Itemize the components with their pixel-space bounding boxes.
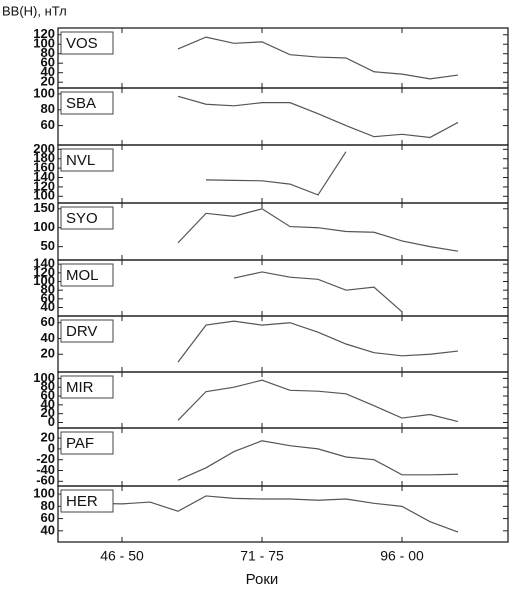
station-box [60,148,114,172]
y-tick-label: 40 [41,64,55,79]
station-box [60,263,114,287]
y-tick-label: 50 [41,238,55,253]
y-tick-label: 100 [33,219,55,234]
station-box [60,91,114,115]
y-tick-label: 200 [33,141,55,156]
y-tick-label: 60 [41,314,55,329]
x-tick-label: 96 - 00 [380,548,424,564]
y-tick-label: 120 [33,26,55,41]
station-label: SBA [66,95,96,112]
station-box [60,431,114,455]
y-tick-label: 0 [48,440,55,455]
y-tick-label: 150 [33,200,55,215]
y-tick-label: -20 [36,451,55,466]
y-tick-label: 80 [41,101,55,116]
data-line [177,208,459,252]
station-box [60,31,114,55]
panel-frame [57,315,509,373]
panel-frame [57,202,509,261]
y-axis-title: BB(H), нТл [2,3,67,18]
y-tick-label: 100 [33,486,55,501]
y-tick-label: 100 [33,85,55,100]
y-tick-label: 160 [33,160,55,175]
station-box [60,206,114,230]
station-label: MOL [66,267,99,284]
panel-frame [57,427,509,487]
panel-frame [57,371,509,429]
y-tick-label: 60 [41,117,55,132]
panel-frame [57,144,509,204]
y-tick-label: 100 [33,188,55,203]
y-tick-label: 80 [41,498,55,513]
y-tick-label: 100 [33,370,55,385]
station-label: DRV [66,323,97,340]
station-box [60,375,114,399]
y-tick-label: -60 [36,473,55,488]
station-box [60,319,114,343]
panel-frame [57,87,509,146]
data-line [177,95,459,139]
y-tick-label: 60 [41,387,55,402]
y-tick-label: 120 [33,178,55,193]
station-label: NVL [66,152,95,169]
y-tick-label: 40 [41,330,55,345]
station-label: HER [66,493,98,510]
y-tick-label: -40 [36,462,55,477]
station-label: VOS [66,35,98,52]
data-line [205,151,347,196]
y-tick-label: 20 [41,405,55,420]
y-tick-label: 140 [33,169,55,184]
y-tick-label: 20 [41,430,55,445]
y-tick-label: 180 [33,150,55,165]
y-tick-label: 0 [48,414,55,429]
y-tick-label: 20 [41,74,55,89]
data-line [177,36,459,80]
y-tick-label: 80 [41,282,55,297]
y-tick-label: 80 [41,45,55,60]
y-tick-label: 100 [33,36,55,51]
station-label: PAF [66,435,94,452]
x-tick-label: 46 - 50 [100,548,144,564]
y-tick-label: 40 [41,299,55,314]
panel-frame [57,27,509,89]
x-tick-label: 71 - 75 [240,548,284,564]
station-box [60,489,114,513]
x-axis-title: Роки [246,571,279,588]
data-line [177,440,459,481]
y-tick-label: 60 [41,290,55,305]
data-line [65,495,459,533]
data-line [177,320,459,363]
panel-frame [57,485,509,543]
y-tick-label: 40 [41,522,55,537]
y-tick-label: 80 [41,379,55,394]
y-tick-label: 20 [41,346,55,361]
y-tick-label: 40 [41,396,55,411]
y-tick-label: 140 [33,256,55,271]
y-tick-label: 60 [41,55,55,70]
y-tick-label: 120 [33,264,55,279]
station-label: SYO [66,210,98,227]
y-tick-label: 100 [33,273,55,288]
panel-frame [57,259,509,317]
station-label: MIR [66,379,94,396]
data-line [177,379,459,423]
data-line [233,271,403,313]
y-tick-label: 60 [41,510,55,525]
